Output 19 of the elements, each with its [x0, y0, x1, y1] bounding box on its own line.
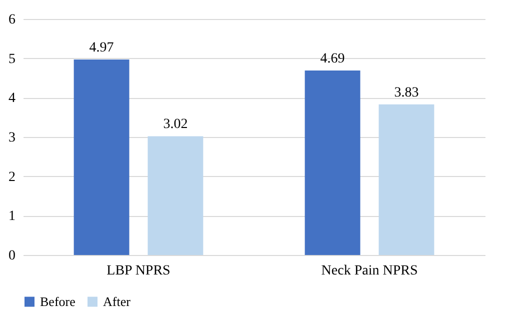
y-tick-label: 1 [8, 209, 16, 224]
bar [74, 60, 130, 255]
y-tick-label: 5 [8, 52, 16, 67]
y-tick-label: 6 [8, 12, 16, 28]
legend-label: After [103, 294, 132, 309]
y-tick-label: 2 [8, 170, 16, 185]
data-label: 4.97 [89, 40, 114, 56]
x-tick-label: LBP NPRS [106, 264, 170, 278]
y-tick-label: 4 [8, 91, 16, 106]
legend-label: Before [40, 294, 76, 309]
bar [378, 104, 434, 255]
x-tick-label: Neck Pain NPRS [321, 264, 418, 278]
data-label: 4.69 [320, 52, 345, 67]
y-tick-label: 0 [8, 248, 16, 264]
y-tick-label: 3 [8, 130, 16, 146]
bar [304, 70, 360, 255]
data-label: 3.83 [394, 85, 419, 100]
bar [148, 136, 204, 255]
data-label: 3.02 [163, 117, 188, 132]
